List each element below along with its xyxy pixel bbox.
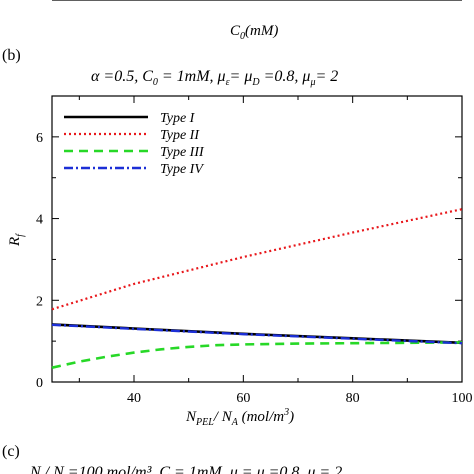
series-lines <box>51 208 463 369</box>
x-tick-label: 80 <box>346 391 360 406</box>
legend-label-type-4: Type IV <box>160 162 204 177</box>
x-axis-label: NPEL/ NA (mol/m3) <box>185 407 294 428</box>
y-axis-label: Rf <box>7 233 26 247</box>
panel-b-label: (b) <box>2 47 21 64</box>
series-line-type-3 <box>51 341 463 369</box>
axis-ticks: 40 60 80 100 0 2 4 6 <box>36 96 473 406</box>
y-tick-label: 6 <box>36 131 43 146</box>
legend-label-type-3: Type III <box>160 145 205 160</box>
series-line-type-4 <box>51 323 463 345</box>
series-line-type-2 <box>51 208 463 311</box>
top-partial-panel: C0(mM) <box>52 0 462 42</box>
x-tick-label: 60 <box>236 391 250 406</box>
chart-title: α =0.5, C0 = 1mM, με= μD =0.8, μμ= 2 <box>91 68 338 88</box>
x-tick-label: 100 <box>452 391 473 406</box>
y-tick-label: 4 <box>36 213 43 228</box>
x-tick-label: 40 <box>127 391 141 406</box>
panel-c-label: (c) <box>2 443 20 460</box>
legend-label-type-2: Type II <box>160 128 200 143</box>
top-panel-xlabel: C0(mM) <box>230 23 278 42</box>
plot-frame <box>51 95 463 383</box>
y-tick-label: 2 <box>36 294 43 309</box>
legend-label-type-1: Type I <box>160 111 196 126</box>
legend: Type I Type II Type III Type IV <box>64 111 205 177</box>
panel-c-title-partial: N / N =100 mol/m³, C = 1mM, μ = μ =0.8, … <box>29 464 342 474</box>
y-tick-label: 0 <box>36 376 43 391</box>
